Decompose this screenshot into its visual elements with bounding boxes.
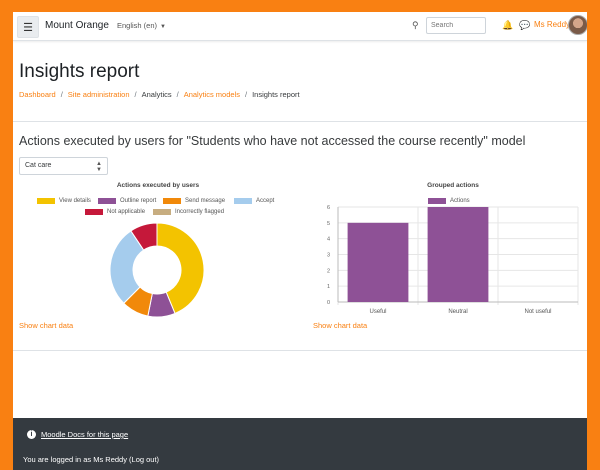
breadcrumb-separator: / [60, 90, 63, 99]
bar-chart-title: Grouped actions [427, 182, 479, 189]
bar [347, 222, 409, 302]
show-chart-data-link[interactable]: Show chart data [19, 321, 74, 330]
pie-slice [156, 222, 205, 315]
divider [13, 121, 587, 122]
user-menu-name[interactable]: Ms Reddy [534, 20, 571, 29]
legend-label: Send message [185, 198, 226, 204]
legend-item: View details [37, 198, 91, 204]
breadcrumb-analytics: Analytics [141, 90, 172, 99]
legend-item: Outline report [98, 198, 156, 204]
breadcrumb-dashboard[interactable]: Dashboard [19, 90, 56, 99]
moodle-docs-link[interactable]: i Moodle Docs for this page [27, 430, 128, 439]
context-select[interactable]: Cat care ▲ ▼ [19, 157, 108, 175]
legend-item: Not applicable [85, 209, 145, 215]
message-icon[interactable]: 💬 [519, 20, 531, 30]
info-icon: i [27, 430, 36, 439]
navbar: ☰ Mount Orange English (en)▼ ⚲ 🔔 💬 Ms Re… [13, 12, 587, 41]
logged-in-info: You are logged in as Ms Reddy (Log out) [23, 455, 160, 464]
page-frame: ☰ Mount Orange English (en)▼ ⚲ 🔔 💬 Ms Re… [13, 12, 587, 470]
legend-label: Not applicable [107, 209, 146, 215]
context-select-value: Cat care [25, 162, 52, 169]
legend-item: Incorrectly flagged [153, 209, 224, 215]
search-input[interactable] [426, 17, 486, 34]
legend-item: Actions [428, 198, 470, 204]
page-title: Insights report [19, 61, 140, 82]
actions-doughnut-chart [109, 222, 205, 318]
divider [13, 350, 587, 351]
legend-item: Send message [163, 198, 225, 204]
legend-label: Actions [450, 198, 470, 204]
legend-label: Accept [256, 198, 275, 204]
grouped-actions-bar-chart: 0 1 2 3 4 5 6 Useful Neutral Not useful [327, 205, 579, 315]
legend-swatch [98, 198, 116, 204]
language-label: English (en) [117, 21, 158, 30]
breadcrumb-analytics-models[interactable]: Analytics models [183, 90, 240, 99]
breadcrumb-separator: / [176, 90, 179, 99]
legend-label: View details [59, 198, 91, 204]
legend-item: Accept [234, 198, 274, 204]
legend-swatch [163, 198, 181, 204]
caret-down-icon: ▼ [160, 24, 166, 30]
hamburger-icon: ☰ [23, 21, 33, 34]
legend-swatch [37, 198, 55, 204]
y-tick-label: 6 [327, 205, 330, 211]
site-name[interactable]: Mount Orange [45, 20, 109, 31]
x-tick-label: Not useful [524, 309, 551, 315]
y-tick-label: 0 [327, 300, 330, 306]
y-tick-label: 1 [327, 284, 330, 290]
report-subtitle: Actions executed by users for "Students … [19, 134, 526, 148]
show-chart-data-link[interactable]: Show chart data [313, 321, 368, 330]
notification-bell-icon[interactable]: 🔔 [502, 20, 514, 30]
avatar[interactable] [568, 15, 587, 35]
pie-chart-title: Actions executed by users [116, 182, 200, 189]
footer: i Moodle Docs for this page You are logge… [13, 418, 587, 470]
menu-toggle-button[interactable]: ☰ [17, 16, 39, 38]
select-arrows-icon: ▲ ▼ [96, 161, 102, 173]
bar [427, 207, 489, 302]
x-tick-label: Neutral [448, 309, 467, 315]
legend-label: Incorrectly flagged [175, 209, 225, 215]
legend-label: Outline report [120, 198, 157, 204]
search-icon[interactable]: ⚲ [412, 20, 419, 30]
legend-swatch [85, 209, 103, 215]
x-tick-label: Useful [369, 309, 386, 315]
breadcrumb-current: Insights report [252, 90, 300, 99]
breadcrumb-site-administration[interactable]: Site administration [67, 90, 130, 99]
legend-swatch [153, 209, 171, 215]
breadcrumb: Dashboard / Site administration / Analytics /… [19, 90, 300, 99]
language-menu[interactable]: English (en) ▼ [117, 21, 166, 30]
pie-slice [130, 222, 158, 251]
moodle-docs-label: Moodle Docs for this page [41, 430, 129, 439]
y-tick-label: 3 [327, 253, 330, 259]
y-tick-label: 2 [327, 268, 330, 274]
y-tick-label: 4 [327, 237, 330, 243]
y-tick-label: 5 [327, 221, 330, 227]
breadcrumb-separator: / [244, 90, 248, 99]
legend-swatch [428, 198, 446, 204]
breadcrumb-separator: / [134, 90, 137, 99]
legend-swatch [234, 198, 252, 204]
